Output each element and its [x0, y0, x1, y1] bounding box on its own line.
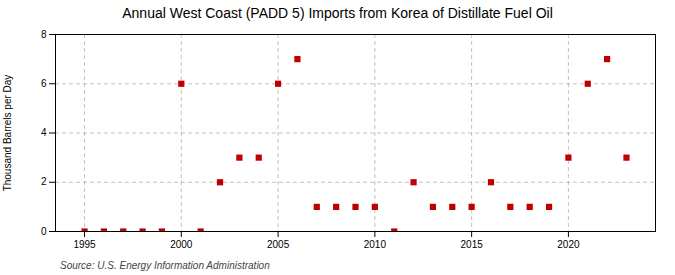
svg-text:Thousand Barrels per Day: Thousand Barrels per Day [2, 75, 13, 192]
html-text:Annual West Coast (PADD 5) Imp: Annual West Coast (PADD 5) Imports from … [122, 5, 553, 21]
svg-text:1995: 1995 [73, 239, 96, 250]
svg-text:2010: 2010 [364, 239, 387, 250]
svg-text:2000: 2000 [170, 239, 193, 250]
svg-text:2005: 2005 [267, 239, 290, 250]
svg-text:6: 6 [41, 78, 47, 89]
svg-text:2015: 2015 [461, 239, 484, 250]
svg-text:8: 8 [41, 29, 47, 40]
svg-text:0: 0 [41, 226, 47, 237]
html-text:Source: U.S. Energy Informatio: Source: U.S. Energy Information Administ… [60, 260, 270, 271]
svg-text:2020: 2020 [557, 239, 580, 250]
svg-text:2: 2 [41, 176, 47, 187]
svg-text:4: 4 [41, 127, 47, 138]
